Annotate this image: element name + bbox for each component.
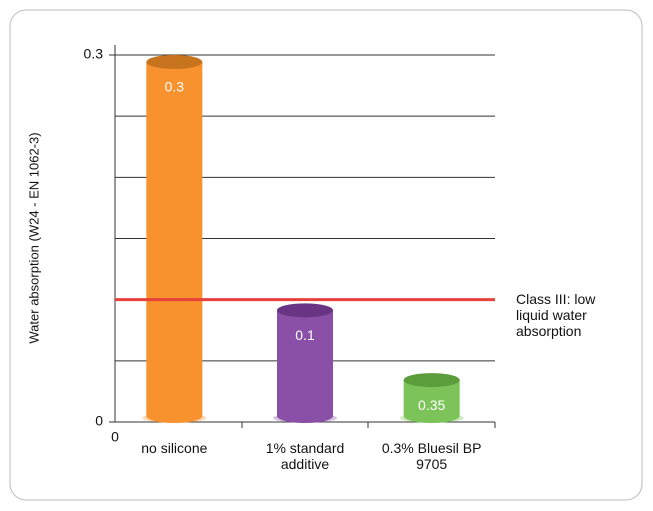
x-tick-label: no silicone <box>141 440 208 456</box>
threshold-label-box: Class III: low liquid water absorption <box>516 290 596 339</box>
y-tick-label: 0 <box>95 413 103 429</box>
x-tick-label: 0.3% Bluesil BP 9705 <box>381 440 482 472</box>
y-axis-label: Water absorption (W24 - EN 1062-3) <box>26 132 41 343</box>
bar-top <box>146 55 203 69</box>
bar <box>277 310 333 416</box>
bar <box>146 62 203 416</box>
x-tick-label: 1% standard additive <box>265 440 345 472</box>
threshold-label: Class III: low liquid water absorption <box>516 290 596 339</box>
bar-top <box>277 303 333 318</box>
bar-label: 0.1 <box>295 327 315 343</box>
x-tick-label-box: 0.3% Bluesil BP 9705 <box>381 440 482 472</box>
bar-top <box>403 373 460 388</box>
x-tick-label-box: 1% standard additive <box>265 440 345 472</box>
bar-label: 0.3 <box>165 79 185 95</box>
y-tick-label: 0.3 <box>84 46 104 62</box>
bar-label: 0.35 <box>418 397 445 413</box>
x-origin-label: 0 <box>111 429 119 445</box>
x-tick-label-box: no silicone <box>141 440 208 456</box>
card <box>9 9 643 501</box>
